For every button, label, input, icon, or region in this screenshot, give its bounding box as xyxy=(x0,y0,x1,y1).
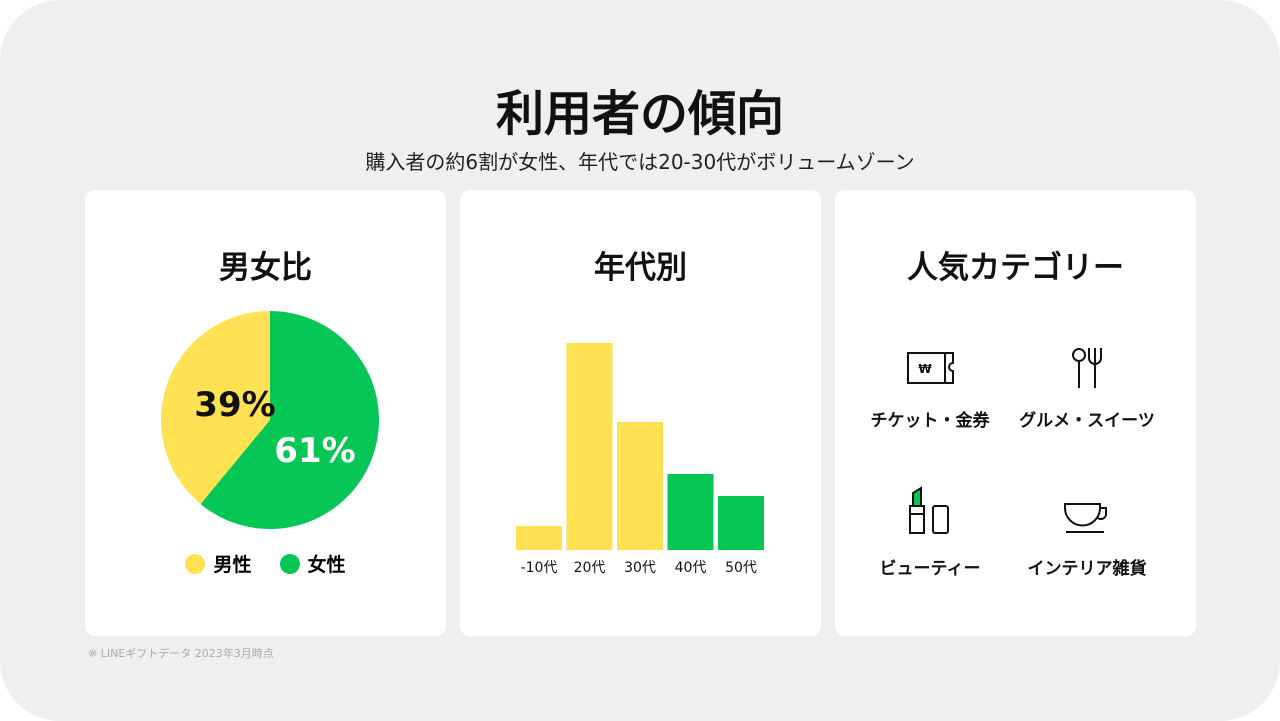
age-bar-chart: -10代 20代 30代 40代 50代 xyxy=(516,343,764,576)
category-gourmet: グルメ・スイーツ xyxy=(1007,348,1167,431)
gender-pie-chart: 39%61% xyxy=(161,311,379,529)
cup-icon xyxy=(1064,503,1107,533)
category-card: 人気カテゴリー ₩ チケット・金券 グルメ・スイーツ ビューティー インテリア雑… xyxy=(835,190,1196,636)
category-ticket: ₩ チケット・金券 xyxy=(850,348,1010,431)
bar-3 xyxy=(667,474,714,550)
bar-tick-label: 50代 xyxy=(725,560,757,576)
footnote: ※ LINEギフトデータ 2023年3月時点 xyxy=(88,647,274,660)
bar-0 xyxy=(516,526,562,550)
category-label: インテリア雑貨 xyxy=(1027,559,1147,579)
svg-text:₩: ₩ xyxy=(918,362,932,376)
bar-2 xyxy=(617,422,663,550)
cutlery-icon xyxy=(1072,348,1102,388)
legend-female: 女性 xyxy=(279,550,346,577)
category-interior: インテリア雑貨 xyxy=(1007,486,1167,579)
gender-title: 男女比 xyxy=(219,250,312,286)
page-title: 利用者の傾向 xyxy=(495,86,784,142)
age-card: 年代別 -10代 20代 30代 40代 50代 xyxy=(460,190,821,636)
bar-4 xyxy=(718,496,764,550)
gender-card: 男女比 39% 61% 男性 女性 xyxy=(85,190,446,636)
ticket-icon: ₩ xyxy=(907,352,954,384)
bar-tick-label: 40代 xyxy=(675,560,707,576)
legend-male-swatch xyxy=(185,554,206,574)
age-title: 年代別 xyxy=(594,250,687,286)
page-subtitle: 購入者の約6割が女性、年代では20-30代がボリュームゾーン xyxy=(365,150,915,174)
category-label: グルメ・スイーツ xyxy=(1019,411,1155,431)
category-beauty: ビューティー xyxy=(850,486,1010,579)
pie-label-1: 61% xyxy=(274,431,355,471)
category-label: チケット・金券 xyxy=(870,411,990,431)
pie-slice-1 xyxy=(200,311,379,529)
bar-1 xyxy=(566,343,613,550)
pie-label-0: 39% xyxy=(194,385,275,425)
bar-tick-label: -10代 xyxy=(521,560,558,576)
bar-tick-label: 30代 xyxy=(624,560,656,576)
legend-female-label: 女性 xyxy=(307,554,346,576)
gender-legend: 男性 女性 xyxy=(85,550,446,577)
category-title: 人気カテゴリー xyxy=(907,250,1124,286)
legend-female-swatch xyxy=(279,554,300,574)
legend-male: 男性 xyxy=(185,550,252,577)
lipstick-icon xyxy=(909,486,949,534)
legend-male-label: 男性 xyxy=(213,554,252,576)
category-label: ビューティー xyxy=(879,559,981,579)
pie-slice-0 xyxy=(161,311,270,504)
bar-tick-label: 20代 xyxy=(574,560,606,576)
